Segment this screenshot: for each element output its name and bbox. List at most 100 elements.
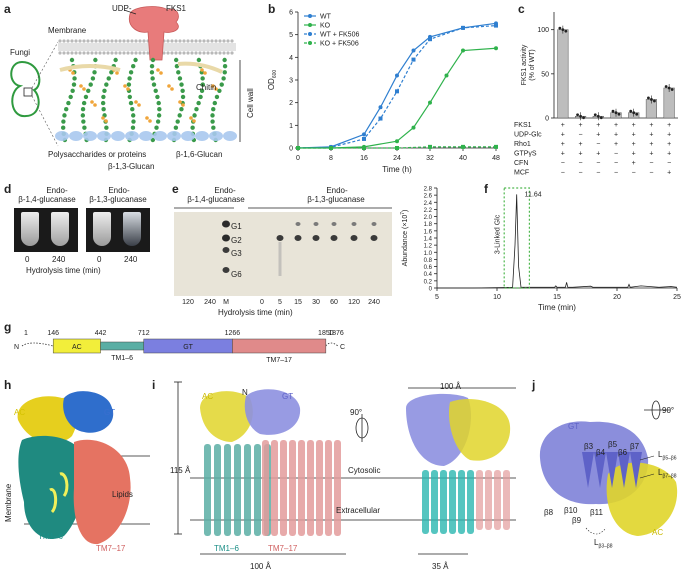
glucan-residue xyxy=(106,76,111,81)
condition-label: MCF xyxy=(514,170,529,177)
data-point xyxy=(378,116,383,121)
legend-marker xyxy=(308,32,312,36)
b16-residue xyxy=(79,84,83,88)
glucan-residue xyxy=(174,63,180,69)
condition-mark: − xyxy=(596,170,600,177)
panel-label-g: g xyxy=(4,320,12,334)
glucan-residue xyxy=(179,82,184,87)
residue-number: 442 xyxy=(95,330,107,337)
panel-b: 0 8 16 24 32 40 48 0 1 2 3 4 5 6 Time (h) OD600 WT KO WT +… xyxy=(260,0,510,180)
d-title1b: β-1,4-glucanase xyxy=(18,195,76,204)
panel-label-f: f xyxy=(484,182,488,196)
lipid-head xyxy=(122,51,126,55)
lipid-head xyxy=(142,39,146,43)
h-membrane-label: Membrane xyxy=(4,483,13,522)
tube-240-min xyxy=(51,212,69,246)
strand-b11: β11 xyxy=(590,508,603,517)
condition-mark: − xyxy=(561,170,565,177)
tube-0-min xyxy=(21,212,39,246)
lipid-head xyxy=(86,51,90,55)
condition-label: FKS1 xyxy=(514,122,532,129)
height-label: 115 Å xyxy=(170,466,191,475)
data-point xyxy=(362,136,366,141)
legend-label: KO xyxy=(320,23,331,30)
y-tick-label: 4 xyxy=(289,55,293,62)
gt-ac-interface-model xyxy=(539,400,678,536)
glucan-residue xyxy=(150,76,155,81)
y-tick-label: 1.6 xyxy=(424,229,433,235)
panel-label-h: h xyxy=(4,378,12,392)
strand-b10: β10 xyxy=(564,506,578,515)
tm16-density xyxy=(18,435,85,539)
b16-residue xyxy=(156,68,160,72)
rotation-label: 90° xyxy=(350,408,363,417)
d-time-240: 240 xyxy=(52,255,66,264)
data-point xyxy=(362,146,366,150)
right-tm-helix xyxy=(476,470,483,530)
lipid-head xyxy=(106,51,110,55)
glucan-residue xyxy=(173,57,179,63)
series-line-1 xyxy=(298,47,497,149)
d-xlabel: Hydrolysis time (min) xyxy=(26,266,101,275)
glucan-residue xyxy=(149,70,155,75)
x-tick-label: 10 xyxy=(493,294,501,301)
lipid-head xyxy=(90,51,94,55)
lipid-head xyxy=(162,51,166,55)
lipid-head xyxy=(110,39,114,43)
glucan-residue xyxy=(155,94,160,100)
glucan-residue xyxy=(214,94,220,100)
glucan-residue xyxy=(177,76,183,81)
data-point xyxy=(395,73,399,78)
glucan-residue xyxy=(176,70,181,75)
left-tm16-helix xyxy=(214,444,221,536)
membrane-core xyxy=(58,43,236,51)
fungi-label: Fungi xyxy=(10,48,31,57)
glucan-residue xyxy=(155,119,161,124)
zoom-box xyxy=(23,87,33,97)
beta-strand xyxy=(618,452,630,488)
residue-number: 712 xyxy=(138,330,150,337)
y-tick-label: 2.4 xyxy=(424,201,433,207)
polysaccharide-blob xyxy=(167,131,181,141)
cytosolic-label: Cytosolic xyxy=(348,466,381,475)
condition-mark: − xyxy=(614,160,618,167)
condition-mark: + xyxy=(632,141,636,148)
data-point xyxy=(428,100,432,105)
lipid-head xyxy=(178,51,182,55)
y-tick-label: 0 xyxy=(429,287,433,293)
right-tm-helix xyxy=(467,470,474,534)
cell-wall-label: Cell wall xyxy=(246,88,255,118)
x-tick-label: 16 xyxy=(360,155,368,162)
lipid-head xyxy=(126,39,130,43)
lipid-head xyxy=(66,39,70,43)
lipid-head xyxy=(74,51,78,55)
data-point xyxy=(494,46,498,51)
lipid-head xyxy=(222,51,226,55)
fks1-activity-chart: 0 50 100 FKS1 activity (% of WT) FKS1 + + + + + + + U… xyxy=(514,12,678,177)
residue-number: 1876 xyxy=(328,330,344,337)
lipid-head xyxy=(142,51,146,55)
glucan-residue xyxy=(62,113,67,118)
y-axis-label: Abundance (×107) xyxy=(400,210,409,267)
y-tick-label: 1.0 xyxy=(424,251,433,257)
data-point xyxy=(395,139,399,144)
glucan-residue xyxy=(198,94,203,100)
product-spot xyxy=(330,235,338,241)
lipid-head xyxy=(122,39,126,43)
condition-mark: + xyxy=(649,141,653,148)
product-spot xyxy=(371,222,377,226)
y-tick-label: 5 xyxy=(289,32,293,39)
data-point xyxy=(428,144,432,149)
marker-spot xyxy=(222,234,230,242)
b16-residue xyxy=(181,103,185,107)
glucan-residue xyxy=(180,88,185,93)
replicate-dot xyxy=(611,109,615,113)
g6-label: G6 xyxy=(231,270,242,279)
polysaccharide-blob xyxy=(153,131,167,141)
x-tick-label: 40 xyxy=(459,155,467,162)
lipid-density xyxy=(49,488,58,514)
marker-spot xyxy=(222,220,230,228)
tlc-plate-bg xyxy=(174,212,392,296)
product-spot xyxy=(313,222,319,226)
